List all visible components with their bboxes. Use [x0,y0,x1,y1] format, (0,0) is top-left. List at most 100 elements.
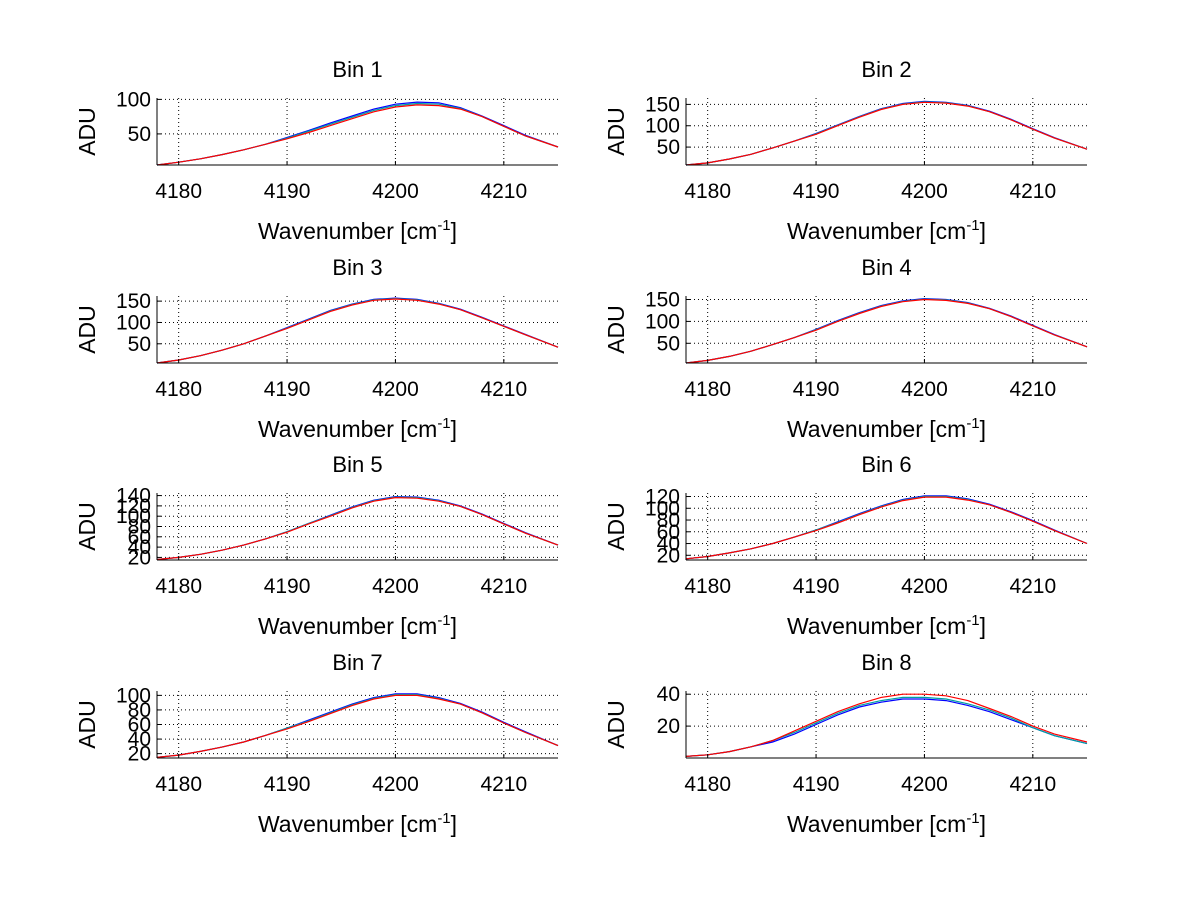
panel-bin-8: 4180 4190 4200 4210 20 40 Bin 8 ADU Wavenumber [… [603,650,1088,837]
plot-area [157,296,558,363]
x-tick-label: 4190 [793,575,840,598]
x-tick-label: 4180 [155,575,202,598]
y-axis-label: ADU [603,700,629,749]
x-axis-label: Wavenumber [cm-1] [787,612,986,639]
x-tick-label: 4200 [372,378,419,401]
y-tick-label: 100 [116,88,151,111]
plot-area [686,296,1087,363]
y-tick-label: 80 [657,509,680,532]
y-tick-label: 150 [645,289,680,312]
x-axis-label: Wavenumber [cm-1] [258,810,457,837]
x-tick-label: 4190 [793,378,840,401]
x-tick-label: 4200 [901,180,948,203]
x-tick-label: 4180 [155,378,202,401]
chart-title: Bin 3 [332,255,382,280]
x-tick-label: 4200 [901,575,948,598]
y-axis-label: ADU [603,502,629,551]
series-line-spectrum-red [685,298,1088,364]
chart-title: Bin 4 [861,255,911,280]
panel-bin-1: 4180 4190 4200 4210 50 100 Bin 1 ADU Wavenumber … [74,57,559,244]
x-tick-label: 4190 [793,180,840,203]
chart-title: Bin 6 [861,452,911,477]
y-axis-label: ADU [74,305,100,354]
y-axis-label: ADU [603,305,629,354]
x-tick-label: 4200 [372,773,419,796]
chart-title: Bin 7 [332,650,382,675]
y-tick-label: 40 [128,536,151,559]
x-tick-label: 4210 [480,773,527,796]
series-line-spectrum-red [685,693,1088,757]
y-tick-label: 40 [128,728,151,751]
x-tick-label: 4210 [480,575,527,598]
x-tick-label: 4210 [480,378,527,401]
x-axis-label: Wavenumber [cm-1] [787,217,986,244]
x-tick-label: 4200 [372,180,419,203]
x-tick-label: 4190 [264,773,311,796]
x-axis-label: Wavenumber [cm-1] [258,217,457,244]
x-tick-label: 4180 [684,773,731,796]
y-tick-label: 60 [128,714,151,737]
x-tick-label: 4180 [684,575,731,598]
y-tick-label: 80 [128,699,151,722]
y-tick-label: 20 [128,546,151,569]
series-line-spectrum-red [156,496,559,561]
x-axis-label: Wavenumber [cm-1] [258,415,457,442]
x-tick-label: 4210 [1009,180,1056,203]
series-line-spectrum-red [156,298,559,364]
y-tick-label: 150 [116,290,151,313]
x-tick-label: 4210 [1009,575,1056,598]
x-tick-label: 4190 [264,180,311,203]
y-tick-label: 60 [128,526,151,549]
chart-title: Bin 5 [332,452,382,477]
series-line-spectrum-red [156,694,559,758]
y-axis-label: ADU [74,700,100,749]
y-tick-label: 100 [645,497,680,520]
y-axis-label: ADU [74,107,100,156]
y-tick-label: 80 [128,516,151,539]
series-line-spectrum-red [156,104,559,166]
chart-title: Bin 8 [861,650,911,675]
x-tick-label: 4200 [372,575,419,598]
x-tick-label: 4180 [155,180,202,203]
x-tick-label: 4190 [793,773,840,796]
y-tick-label: 100 [645,310,680,333]
x-tick-label: 4180 [684,378,731,401]
y-axis-label: ADU [603,107,629,156]
x-tick-label: 4210 [1009,378,1056,401]
x-tick-label: 4200 [901,773,948,796]
y-tick-label: 50 [128,123,151,146]
x-axis-label: Wavenumber [cm-1] [787,810,986,837]
y-tick-label: 150 [645,93,680,116]
x-tick-label: 4200 [901,378,948,401]
chart-title: Bin 1 [332,57,382,82]
series-line-spectrum-red [685,496,1088,560]
y-tick-label: 40 [657,683,680,706]
x-tick-label: 4190 [264,575,311,598]
y-tick-label: 50 [657,332,680,355]
y-axis-label: ADU [74,502,100,551]
y-tick-label: 50 [657,136,680,159]
y-tick-label: 120 [645,486,680,509]
y-tick-label: 20 [657,715,680,738]
x-tick-label: 4210 [480,180,527,203]
y-tick-label: 20 [657,544,680,567]
x-axis-label: Wavenumber [cm-1] [258,612,457,639]
y-tick-label: 100 [645,115,680,138]
chart-title: Bin 2 [861,57,911,82]
y-tick-label: 140 [116,485,151,508]
y-tick-label: 100 [116,684,151,707]
x-tick-label: 4190 [264,378,311,401]
y-tick-label: 100 [116,505,151,528]
y-tick-label: 20 [128,743,151,766]
x-tick-label: 4180 [684,180,731,203]
y-tick-label: 120 [116,495,151,518]
y-tick-label: 50 [128,333,151,356]
y-tick-label: 100 [116,311,151,334]
